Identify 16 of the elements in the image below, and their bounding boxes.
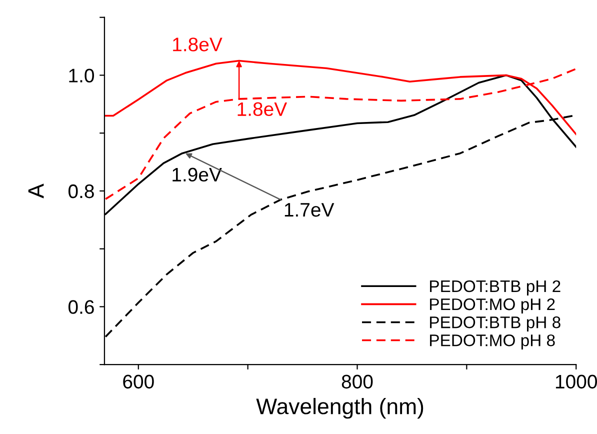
x-tick-label: 1000 — [556, 374, 597, 389]
x-tick-label: 600 — [123, 374, 154, 389]
annotation: 1.8eV — [173, 38, 222, 52]
annotation: 1.9eV — [172, 168, 222, 182]
legend-label: PEDOT:BTB pH 8 — [430, 316, 560, 332]
annotation: 1.7eV — [284, 203, 334, 217]
x-axis-title: Wavelength (nm) — [256, 398, 424, 419]
y-axis-title: A — [28, 184, 44, 198]
y-tick-label: 1.0 — [69, 68, 94, 82]
y-tick-label: 0.8 — [68, 184, 94, 198]
legend-label: PEDOT:MO pH 2 — [430, 298, 555, 314]
legend-label: PEDOT:MO pH 8 — [430, 334, 555, 350]
x-tick-label: 800 — [342, 374, 373, 389]
y-tick-label: 0.6 — [68, 300, 94, 314]
annotation: 1.8eV — [238, 102, 288, 116]
legend-label: PEDOT:BTB pH 2 — [430, 280, 560, 296]
